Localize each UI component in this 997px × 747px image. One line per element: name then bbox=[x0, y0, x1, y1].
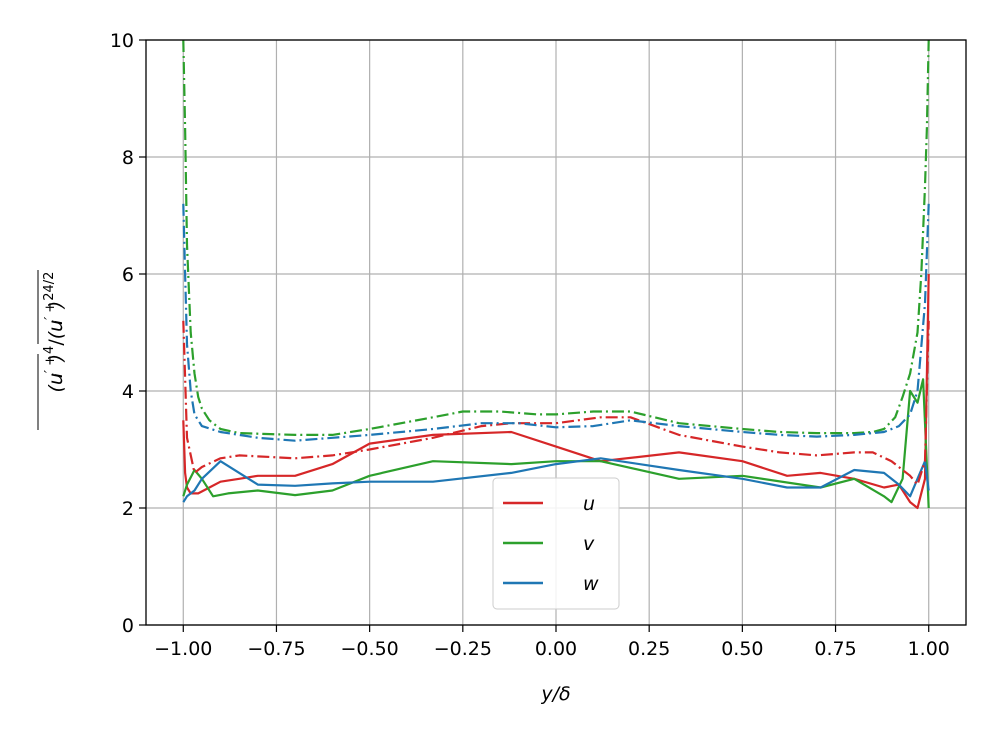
grid bbox=[146, 39, 966, 626]
y-tick-label: 10 bbox=[110, 30, 134, 52]
series-line-dashdot-5 bbox=[182, 203, 930, 442]
series-line-dashdot-4 bbox=[182, 40, 930, 436]
x-tick-label: −0.75 bbox=[247, 638, 305, 660]
y-tick-label: 8 bbox=[122, 147, 134, 169]
y-tick-label: 6 bbox=[122, 264, 134, 286]
series-line-w bbox=[182, 457, 930, 503]
y-tick-label: 4 bbox=[122, 381, 134, 403]
legend-box bbox=[492, 477, 620, 610]
series-line-dashdot-3 bbox=[182, 320, 930, 486]
x-tick-label: 1.00 bbox=[908, 638, 950, 660]
ticks: −1.00 −0.75 −0.50 −0.25 0.00 0.25 0.50 0.75 1.00… bbox=[110, 30, 950, 660]
x-tick-label: 0.75 bbox=[814, 638, 856, 660]
legend-label-u: u bbox=[583, 493, 595, 515]
x-tick-label: −0.50 bbox=[341, 638, 399, 660]
legend-label-w: w bbox=[583, 573, 599, 595]
y-tick-label: 0 bbox=[122, 615, 134, 637]
svg-text:(u′ +i)4/(u′ +i)24/2: (u′ +i)4/(u′ +i)24/2 bbox=[42, 272, 67, 393]
series-line-u bbox=[182, 273, 930, 510]
legend-label-v: v bbox=[583, 533, 595, 555]
x-tick-label: 0.50 bbox=[721, 638, 763, 660]
x-tick-label: 0.25 bbox=[628, 638, 670, 660]
legend: uvw bbox=[492, 477, 620, 610]
x-tick-label: −0.25 bbox=[434, 638, 492, 660]
x-tick-label: 0.00 bbox=[535, 638, 577, 660]
x-tick-label: −1.00 bbox=[154, 638, 212, 660]
series-line-v bbox=[182, 378, 930, 509]
y-axis-title: (u′ +i)4/(u′ +i)24/2 bbox=[37, 270, 67, 430]
x-axis-title: y/δ bbox=[540, 683, 570, 705]
y-tick-label: 2 bbox=[122, 498, 134, 520]
series-layer bbox=[182, 40, 930, 510]
